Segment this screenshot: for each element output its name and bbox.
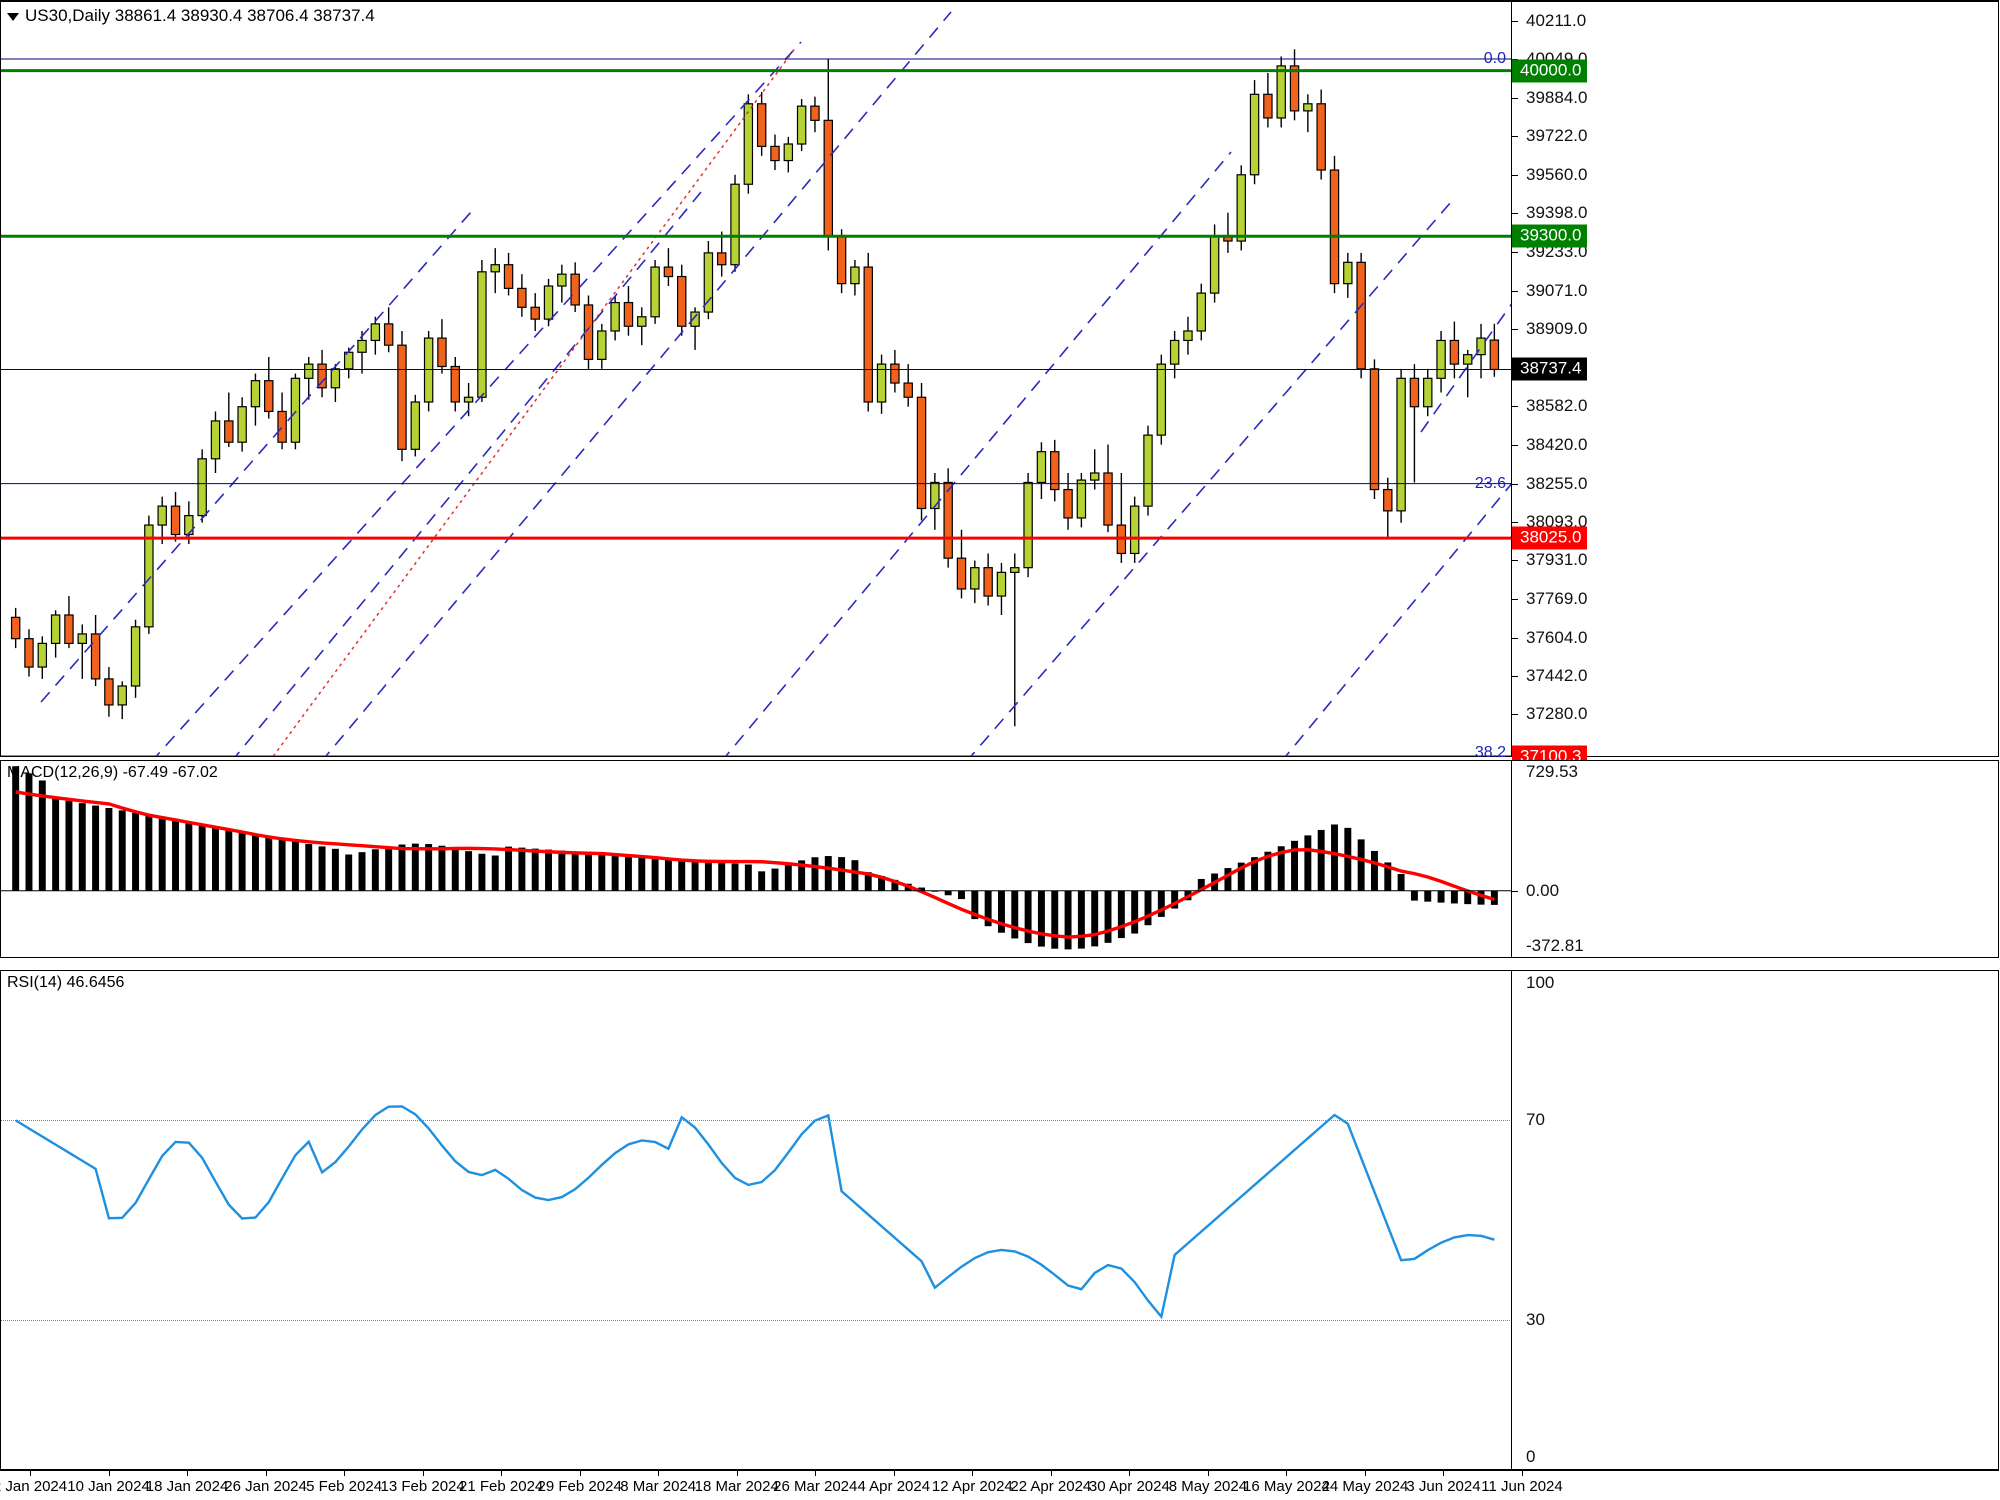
price-axis-label: 38909.0 (1526, 318, 1588, 338)
macd-plot-area (1, 761, 1998, 957)
price-axis-label: 37442.0 (1526, 666, 1588, 686)
price-axis-label: 37604.0 (1526, 627, 1588, 647)
price-axis-label: 38420.0 (1526, 434, 1588, 454)
rsi-axis-100: 100 (1526, 973, 1555, 992)
price-chart-panel[interactable]: US30,Daily 38861.4 38930.4 38706.4 38737… (0, 0, 1999, 769)
date-axis-label: 12 Apr 2024 (931, 1478, 1013, 1495)
price-plot-area[interactable] (1, 2, 1998, 756)
rsi-axis-0: 0 (1526, 1447, 1536, 1466)
macd-axis: 729.53 0.00 -372.81 (1511, 761, 1998, 957)
date-axis-label: 8 May 2024 (1168, 1478, 1248, 1495)
price-axis-label: 37931.0 (1526, 550, 1588, 570)
date-axis-label: 4 Apr 2024 (857, 1478, 931, 1495)
date-axis-label: 2 Jan 2024 (0, 1478, 68, 1495)
price-axis-label: 40211.0 (1526, 10, 1587, 30)
macd-panel[interactable]: MACD(12,26,9) -67.49 -67.02 729.53 0.00 -3… (0, 760, 1999, 958)
collapse-caret-icon[interactable] (7, 12, 19, 21)
rsi-axis: 100 70 30 0 (1511, 971, 1998, 1469)
symbol-quote-text: US30,Daily 38861.4 38930.4 38706.4 38737… (25, 6, 375, 25)
fib-level-label: 23.6 (1474, 474, 1506, 492)
date-axis-label: 18 Mar 2024 (694, 1478, 779, 1495)
date-axis-label: 16 May 2024 (1243, 1478, 1330, 1495)
price-axis-label: 37280.0 (1526, 704, 1588, 724)
rsi-label: RSI(14) 46.6456 (7, 974, 125, 991)
date-axis-label: 26 Jan 2024 (224, 1478, 307, 1495)
rsi-line-svg (15, 1105, 1495, 1320)
price-axis-label: 38093.0 (1526, 511, 1588, 531)
price-axis[interactable]: 40211.040049.039884.039722.039560.039398… (1511, 2, 1998, 769)
date-axis-label: 3 Jun 2024 (1406, 1478, 1481, 1495)
date-axis-label: 13 Feb 2024 (380, 1478, 465, 1495)
date-axis-label: 11 Jun 2024 (1481, 1478, 1563, 1495)
price-candles-svg (1, 11, 1513, 756)
current-price-chip[interactable]: 38737.4 (1512, 357, 1588, 381)
price-axis-label: 39722.0 (1526, 126, 1588, 146)
macd-axis-top: 729.53 (1526, 762, 1578, 781)
macd-histogram-svg (1, 766, 1513, 950)
price-axis-label: 38255.0 (1526, 473, 1588, 493)
macd-axis-zero: 0.00 (1526, 880, 1560, 900)
date-axis-label: 26 Mar 2024 (773, 1478, 858, 1495)
price-axis-label: 38582.0 (1526, 396, 1588, 416)
date-axis-label: 21 Feb 2024 (459, 1478, 544, 1495)
rsi-plot-area (1, 971, 1998, 1469)
date-axis-label: 5 Feb 2024 (306, 1478, 383, 1495)
price-level-chip[interactable]: 39300.0 (1512, 224, 1588, 248)
rsi-guide-line (1, 1319, 1998, 1321)
rsi-panel[interactable]: RSI(14) 46.6456 100 70 30 0 (0, 970, 1999, 1470)
price-level-chip[interactable]: 40000.0 (1512, 59, 1588, 83)
price-axis-label: 37769.0 (1526, 588, 1588, 608)
date-axis-label: 18 Jan 2024 (145, 1478, 229, 1495)
price-axis-label: 39560.0 (1526, 164, 1588, 184)
rsi-axis-70: 70 (1526, 1110, 1545, 1130)
fib-level-label: 38.2 (1474, 744, 1506, 762)
macd-axis-bottom: -372.81 (1526, 936, 1584, 955)
price-axis-label: 39398.0 (1526, 203, 1588, 223)
date-axis-label: 10 Jan 2024 (67, 1478, 150, 1495)
date-axis-label: 8 Mar 2024 (620, 1478, 697, 1495)
date-axis-label: 22 Apr 2024 (1010, 1478, 1092, 1495)
macd-label: MACD(12,26,9) -67.49 -67.02 (7, 764, 218, 781)
price-level-chip[interactable]: 38025.0 (1512, 526, 1588, 550)
symbol-quote-header: US30,Daily 38861.4 38930.4 38706.4 38737… (7, 6, 375, 26)
rsi-guide-line (1, 1120, 1998, 1122)
price-axis-label: 39884.0 (1526, 88, 1588, 108)
date-axis-label: 24 May 2024 (1321, 1478, 1409, 1495)
date-axis-label: 30 Apr 2024 (1088, 1478, 1170, 1495)
rsi-axis-30: 30 (1526, 1309, 1545, 1329)
date-axis-label: 29 Feb 2024 (537, 1478, 622, 1495)
date-axis[interactable]: 2 Jan 2024 10 Jan 2024 18 Jan 2024 26 Jan 2… (0, 1470, 1999, 1500)
price-axis-label: 39071.0 (1526, 280, 1588, 300)
fib-level-label: 0.0 (1483, 50, 1506, 68)
